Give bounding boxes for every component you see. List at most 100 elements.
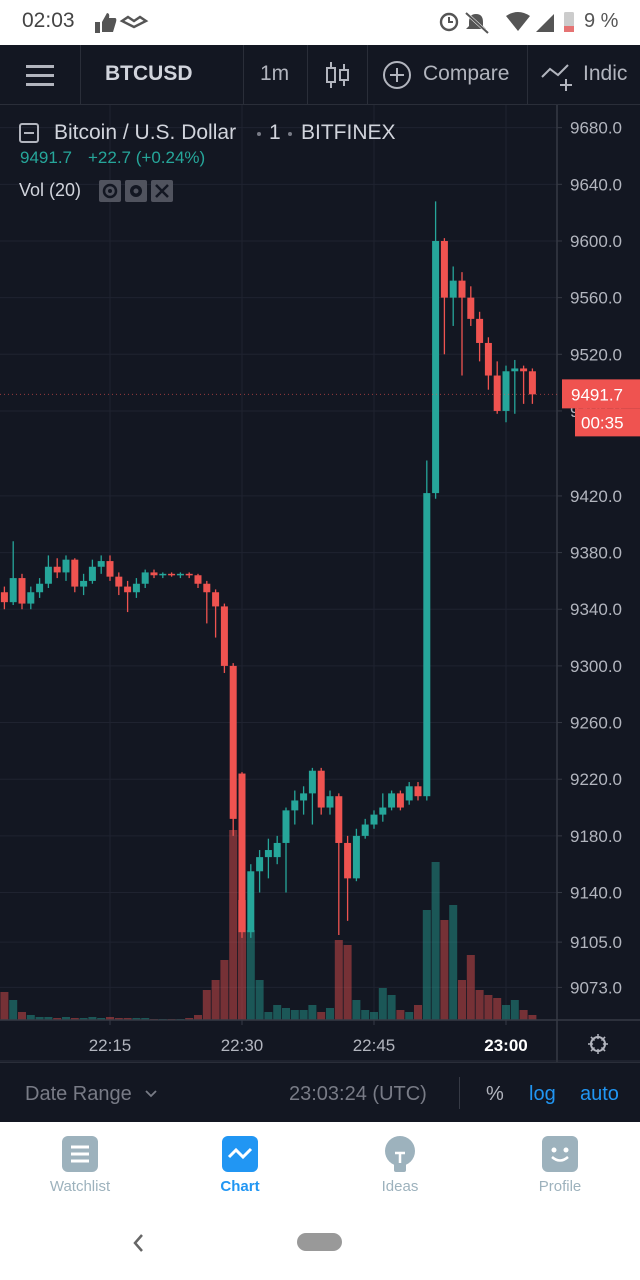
collapse-legend[interactable]	[19, 123, 41, 145]
y-tick-label: 9140.0	[570, 884, 622, 903]
y-tick-label: 9420.0	[570, 487, 622, 506]
last-price-tag	[562, 379, 640, 409]
volume-bar	[449, 905, 458, 1020]
percent-toggle[interactable]: %	[486, 1083, 504, 1105]
auto-toggle[interactable]: auto	[580, 1083, 619, 1105]
profile-tab[interactable]: Profile	[480, 1122, 640, 1215]
x-tick-label: 23:00	[484, 1036, 527, 1055]
price-change: +22.7 (+0.24%)	[88, 148, 206, 167]
candle-body	[71, 559, 79, 587]
separator-dot	[257, 132, 261, 136]
interval-button[interactable]: 1m	[260, 62, 290, 85]
volume-bar	[273, 1005, 282, 1020]
volume-bar	[493, 998, 502, 1020]
volume-bar	[202, 990, 211, 1020]
candle-body	[273, 842, 281, 858]
y-tick-label: 9105.0	[570, 933, 622, 952]
candle-body	[238, 773, 246, 933]
candle-body	[379, 807, 387, 815]
candle-body	[308, 770, 316, 794]
status-icons-left	[95, 13, 149, 33]
candle-body	[36, 583, 44, 593]
candle-body	[370, 814, 378, 825]
candle-body	[458, 280, 466, 298]
volume-bar	[0, 992, 9, 1020]
volume-bar	[282, 1008, 290, 1020]
date-range-button[interactable]: Date Range	[25, 1083, 132, 1105]
candle-body	[229, 665, 237, 819]
candle-body	[80, 580, 88, 587]
ideas-tab[interactable]: Ideas	[320, 1122, 480, 1215]
candle-body	[414, 786, 422, 797]
candle-body	[282, 810, 290, 843]
candle-body	[326, 796, 334, 808]
candle-body	[150, 572, 158, 576]
compare-button[interactable]: Compare	[423, 62, 510, 85]
volume-bar	[466, 955, 475, 1020]
indicators-icon[interactable]	[540, 59, 576, 91]
candle-body	[115, 576, 123, 587]
home-button[interactable]	[297, 1233, 342, 1251]
volume-bar	[264, 1012, 273, 1020]
settings-button	[593, 1039, 603, 1049]
toolbar: BTCUSD 1m Compare Indic	[0, 45, 640, 105]
price-axis	[557, 105, 640, 1062]
volume-bar	[246, 930, 255, 1020]
candle-body	[53, 566, 61, 573]
x-tick-label: 22:30	[221, 1036, 264, 1055]
compare-icon[interactable]	[382, 60, 414, 92]
candle-body	[220, 606, 228, 666]
volume-bar	[440, 920, 449, 1020]
candle-body	[476, 318, 484, 343]
chart-style-button[interactable]	[325, 60, 351, 90]
tab-label: Profile	[538, 1178, 582, 1195]
back-button[interactable]	[128, 1231, 148, 1255]
volume-bar	[528, 1015, 537, 1020]
y-tick-label: 9600.0	[570, 232, 622, 251]
countdown-label: 00:35	[581, 413, 624, 432]
volume-bar	[317, 1012, 326, 1020]
candle-body	[335, 796, 343, 843]
exchange: BITFINEX	[301, 121, 396, 144]
volume-bar	[70, 1018, 79, 1020]
volume-bar	[352, 1000, 361, 1020]
volume-bar	[123, 1018, 132, 1020]
candle-body	[264, 850, 272, 858]
volume-bar	[18, 1012, 26, 1020]
volume-bar	[62, 1017, 70, 1020]
volume-bar	[211, 980, 220, 1020]
y-tick-label: 9340.0	[570, 600, 622, 619]
symbol-button[interactable]: BTCUSD	[105, 62, 193, 85]
chart-tab[interactable]: Chart	[160, 1122, 320, 1215]
log-toggle[interactable]: log	[529, 1083, 556, 1105]
legend-interval: 1	[269, 121, 281, 144]
volume-bar	[106, 1017, 114, 1020]
volume-bar	[519, 1010, 528, 1020]
menu-button[interactable]	[26, 63, 56, 87]
system-nav	[0, 1215, 640, 1280]
volume-bar	[308, 1005, 317, 1020]
volume-bar	[194, 1015, 202, 1020]
battery-level: 9 %	[584, 10, 619, 32]
y-tick-label: 9220.0	[570, 770, 622, 789]
candle-body	[396, 793, 404, 808]
last-price: 9491.7	[20, 148, 72, 167]
candle-body	[405, 786, 413, 801]
candle-body	[176, 573, 184, 576]
volume-bar	[88, 1017, 97, 1020]
indicators-button[interactable]: Indic	[583, 62, 628, 85]
y-tick-label: 9680.0	[570, 119, 622, 138]
indicator-controls[interactable]	[99, 180, 175, 202]
volume-bar	[79, 1018, 88, 1020]
volume-bar	[502, 1005, 510, 1020]
countdown-tag	[575, 408, 640, 437]
volume-bar	[405, 1012, 414, 1020]
candle-body	[27, 592, 35, 604]
watchlist-tab[interactable]: Watchlist	[0, 1122, 160, 1215]
candle-body	[449, 280, 457, 298]
candle-body	[528, 371, 536, 395]
candle-body	[511, 368, 519, 372]
y-tick-label: 9520.0	[570, 345, 622, 364]
y-tick-label: 9640.0	[570, 175, 622, 194]
candle-body	[256, 857, 264, 872]
